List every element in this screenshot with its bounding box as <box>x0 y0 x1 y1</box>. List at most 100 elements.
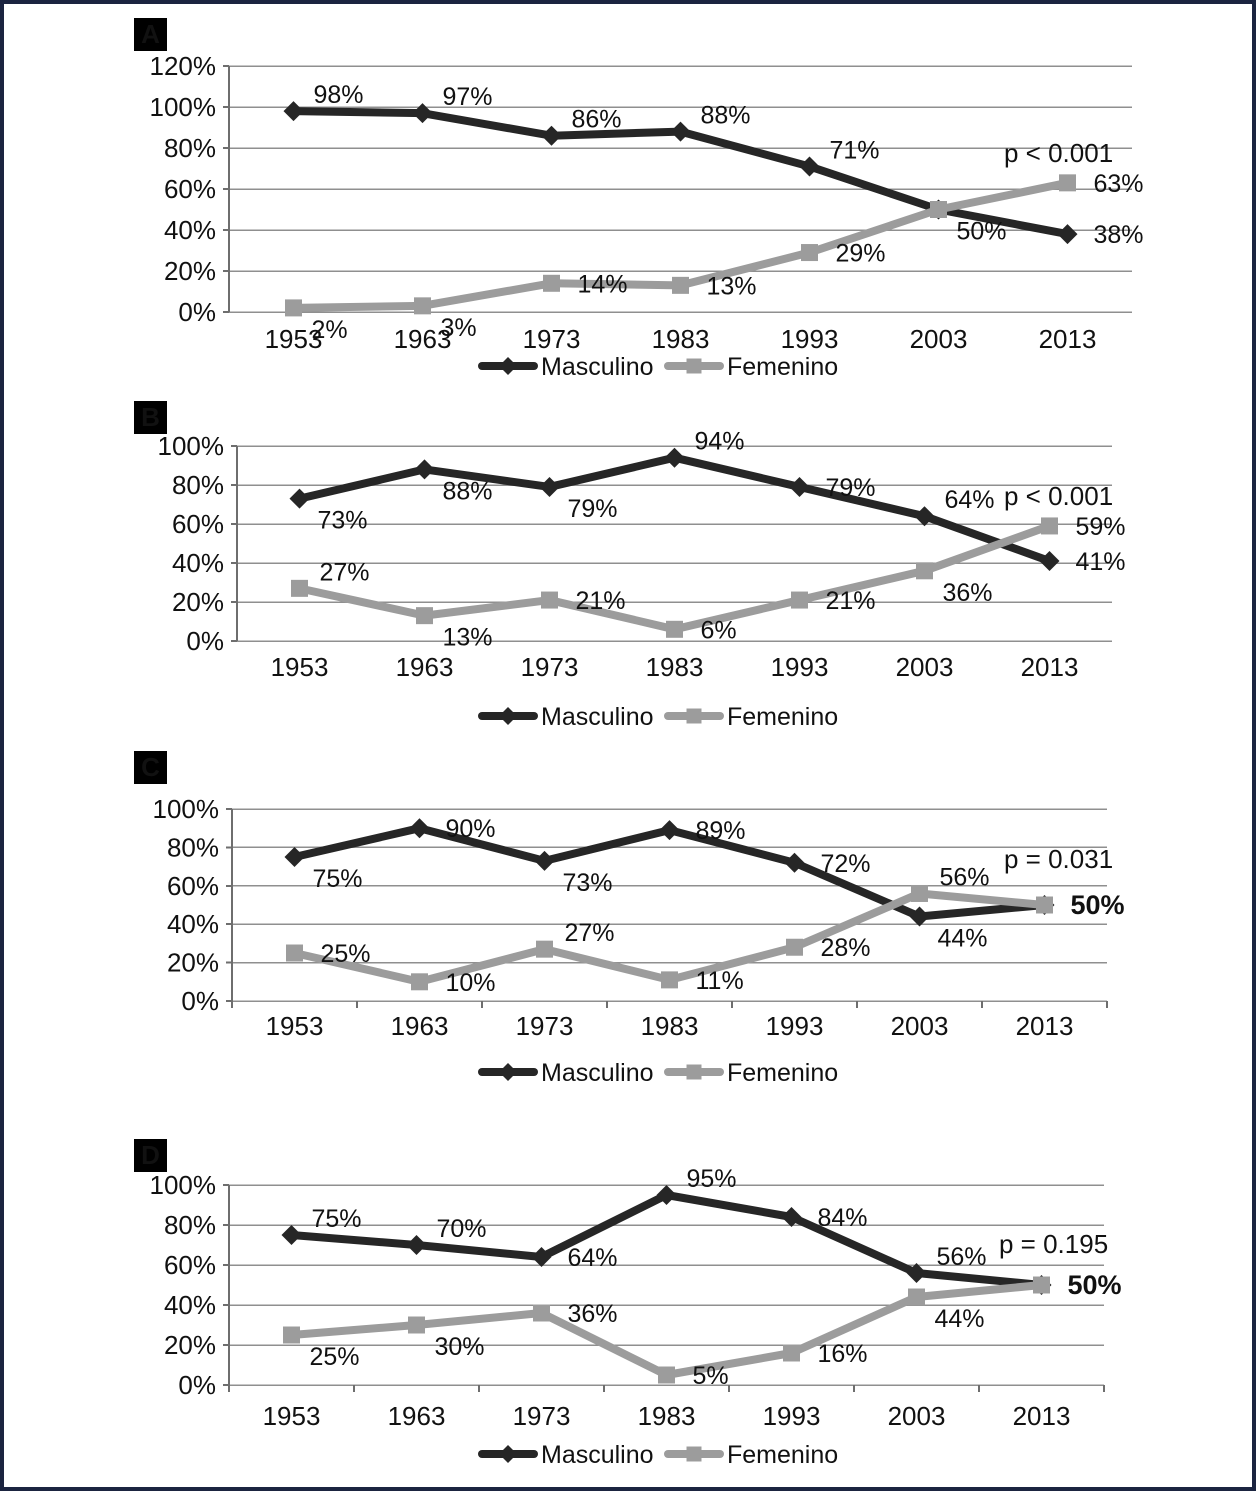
panel-b: 0% 20% 40% 60% 80% 100% 1953 1963 1973 1983 1993 20… <box>4 394 1252 744</box>
x-tick-label: 1963 <box>394 324 452 354</box>
legend-masculino: Masculino <box>478 1059 654 1087</box>
data-label: 94% <box>695 428 745 456</box>
masculino-diamond-marker <box>1057 224 1078 245</box>
data-label: 79% <box>568 495 618 523</box>
x-tick-label: 1973 <box>513 1401 571 1431</box>
y-tick-label: 80% <box>172 470 224 500</box>
femenino-square-marker <box>411 973 428 991</box>
x-tick-label: 2003 <box>896 652 954 682</box>
y-tick-label: 40% <box>164 1290 216 1320</box>
x-tick-label: 1963 <box>388 1401 446 1431</box>
panel-c: 0% 20% 40% 60% 80% 100% 1953 1963 1973 1983 1993 20… <box>4 744 1252 1104</box>
y-tick-label: 80% <box>164 133 216 163</box>
data-label: 88% <box>443 477 493 505</box>
chart-b-svg: 0% 20% 40% 60% 80% 100% 1953 1963 1973 1983 1993 20… <box>134 401 1126 731</box>
masculino-diamond-marker <box>909 906 930 927</box>
data-label: 50% <box>957 218 1007 246</box>
y-tick-label: 100% <box>150 92 217 122</box>
x-tick-label: 1993 <box>763 1401 821 1431</box>
panel-d: 0% 20% 40% 60% 80% 100% 1953 1963 1973 1983 1993 20… <box>4 1104 1252 1487</box>
data-label: 98% <box>314 81 364 109</box>
x-tick-label: 2003 <box>910 324 968 354</box>
data-label: 25% <box>321 940 371 968</box>
data-label: 21% <box>826 587 876 615</box>
panel-label-box <box>134 751 167 784</box>
panel-label: A <box>141 19 160 49</box>
data-label: 59% <box>1076 513 1126 541</box>
femenino-square-marker <box>414 297 431 315</box>
y-tick-label: 40% <box>164 215 216 245</box>
legend-label: Femenino <box>727 703 838 731</box>
data-label: 63% <box>1094 170 1144 198</box>
masculino-diamond-marker <box>539 476 560 497</box>
masculino-diamond-marker <box>781 1207 802 1227</box>
data-label: 30% <box>435 1333 485 1361</box>
femenino-square-marker <box>908 1288 925 1306</box>
femenino-square-marker <box>911 884 928 902</box>
femenino-square-marker <box>930 201 947 218</box>
x-tick-label: 1953 <box>263 1401 321 1431</box>
chart-c-svg: 0% 20% 40% 60% 80% 100% 1953 1963 1973 1983 1993 20… <box>134 751 1125 1087</box>
x-tick-label: 1963 <box>396 652 454 682</box>
legend-masculino: Masculino <box>478 703 654 731</box>
y-tick-label: 0% <box>181 986 219 1016</box>
x-tick-label: 1953 <box>271 652 329 682</box>
data-label: 90% <box>446 815 496 843</box>
femenino-square-marker <box>1041 517 1058 535</box>
y-tick-label: 20% <box>172 587 224 617</box>
data-label: 89% <box>696 817 746 845</box>
legend-diamond-marker <box>499 357 517 375</box>
femenino-square-marker <box>286 944 303 962</box>
legend-label: Femenino <box>727 1059 838 1087</box>
x-tick-label: 1953 <box>266 1011 324 1041</box>
x-tick-label: 2003 <box>891 1011 949 1041</box>
panel-label-box <box>134 401 167 434</box>
x-tick-label: 2013 <box>1021 652 1079 682</box>
femenino-line <box>287 1281 1046 1379</box>
masculino-diamond-marker <box>284 847 305 867</box>
data-label: 44% <box>935 1305 985 1333</box>
masculino-diamond-marker <box>664 447 685 468</box>
femenino-line <box>295 521 1054 634</box>
masculino-diamond-marker <box>289 488 310 509</box>
masculino-diamond-marker <box>670 121 691 142</box>
data-label: 84% <box>818 1204 868 1232</box>
data-label: 86% <box>572 106 622 134</box>
y-tick-label: 80% <box>164 1210 216 1240</box>
femenino-square-marker <box>291 579 308 597</box>
x-tick-label: 2013 <box>1039 324 1097 354</box>
data-label: 27% <box>565 919 615 947</box>
panel-label-box <box>134 1139 167 1172</box>
masculino-diamond-marker <box>914 506 935 527</box>
data-label: 97% <box>443 83 493 111</box>
legend-femenino: Femenino <box>664 1059 838 1087</box>
masculino-diamond-marker <box>1039 551 1060 572</box>
femenino-square-marker <box>791 591 808 609</box>
data-label: 64% <box>568 1244 618 1272</box>
x-tick-label: 1963 <box>391 1011 449 1041</box>
femenino-square-marker <box>801 244 818 262</box>
masculino-diamond-marker <box>789 476 810 497</box>
data-label: 3% <box>441 314 477 342</box>
data-label: 5% <box>693 1362 729 1390</box>
y-tick-label: 20% <box>164 1330 216 1360</box>
data-label: 56% <box>940 863 990 891</box>
chart-d-svg: 0% 20% 40% 60% 80% 100% 1953 1963 1973 1983 1993 20… <box>134 1139 1122 1469</box>
femenino-square-marker <box>533 1304 550 1322</box>
y-tick-label: 100% <box>150 1170 217 1200</box>
data-label: 25% <box>310 1343 360 1371</box>
femenino-square-marker <box>285 299 302 317</box>
masculino-diamond-marker <box>656 1185 677 1205</box>
data-label: 13% <box>443 624 493 652</box>
y-tick-label: 80% <box>167 832 219 862</box>
legend-square-marker <box>686 1064 702 1080</box>
data-label: 56% <box>937 1243 987 1271</box>
data-label: 75% <box>312 1205 362 1233</box>
y-tick-label: 100% <box>153 794 220 824</box>
legend-label: Masculino <box>541 703 654 731</box>
y-tick-label: 60% <box>172 509 224 539</box>
masculino-diamond-marker <box>283 101 304 122</box>
x-tick-label: 1993 <box>771 652 829 682</box>
femenino-square-marker <box>283 1326 300 1344</box>
y-tick-label: 60% <box>164 1250 216 1280</box>
